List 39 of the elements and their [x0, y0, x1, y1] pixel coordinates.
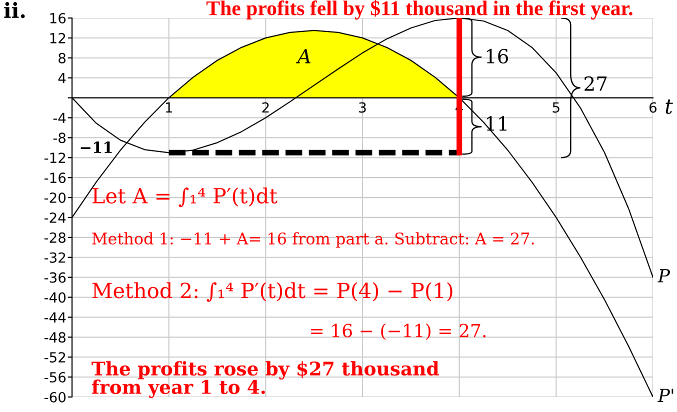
annotation: The profits rose by $27 thousand from year 1 to 4.: [92, 361, 439, 398]
y-tick-label: -16: [44, 172, 66, 184]
y-tick-label: 4: [58, 72, 66, 84]
x-axis-title: t: [666, 99, 673, 114]
y-tick-label: -32: [44, 252, 66, 263]
y-tick-label: -24: [44, 212, 66, 223]
y-tick-label: 16: [50, 12, 66, 24]
y-tick-label: -60: [44, 392, 66, 402]
x-tick-label: 3: [359, 102, 366, 113]
y-tick-label: -44: [44, 312, 66, 322]
annotation: Method 2: ∫₁⁴ P′(t)dt = P(4) − P(1): [92, 282, 452, 302]
y-tick-label: -56: [44, 372, 66, 383]
annotation: −11: [80, 142, 112, 153]
annotation: 27: [584, 76, 607, 91]
y-tick-label: -12: [44, 152, 66, 163]
y-tick-label: -20: [44, 192, 66, 204]
y-tick-label: -52: [44, 352, 66, 363]
annotation: = 16 − (−11) = 27.: [311, 323, 486, 340]
y-tick-label: -36: [44, 272, 66, 283]
y-tick-label: -8: [53, 132, 66, 144]
y-tick-label: -4: [53, 112, 66, 124]
x-tick-label: 6: [650, 102, 657, 113]
annotation: 11: [486, 116, 506, 131]
annotation: Let A = ∫₁⁴ P′(t)dt: [92, 187, 278, 208]
x-tick-label: 2: [262, 102, 269, 113]
x-tick-label: 1: [166, 102, 172, 113]
x-tick-label: 5: [552, 102, 560, 113]
series-label: P': [658, 388, 674, 402]
y-tick-label: -40: [44, 292, 66, 303]
chart-title: The profits fell by $11 thousand in the first year.: [206, 0, 632, 20]
y-tick-label: 8: [58, 52, 66, 64]
y-tick-label: -28: [44, 232, 66, 243]
annotation: Method 1: −11 + A= 16 from part a. Subtract: A = 27.: [92, 232, 534, 248]
series-label: P: [658, 269, 670, 282]
y-tick-label: 12: [50, 32, 66, 44]
text: ii.: [4, 2, 25, 18]
annotation: A: [296, 49, 310, 64]
annotation: 16: [486, 48, 508, 64]
y-tick-label: -48: [44, 332, 66, 343]
